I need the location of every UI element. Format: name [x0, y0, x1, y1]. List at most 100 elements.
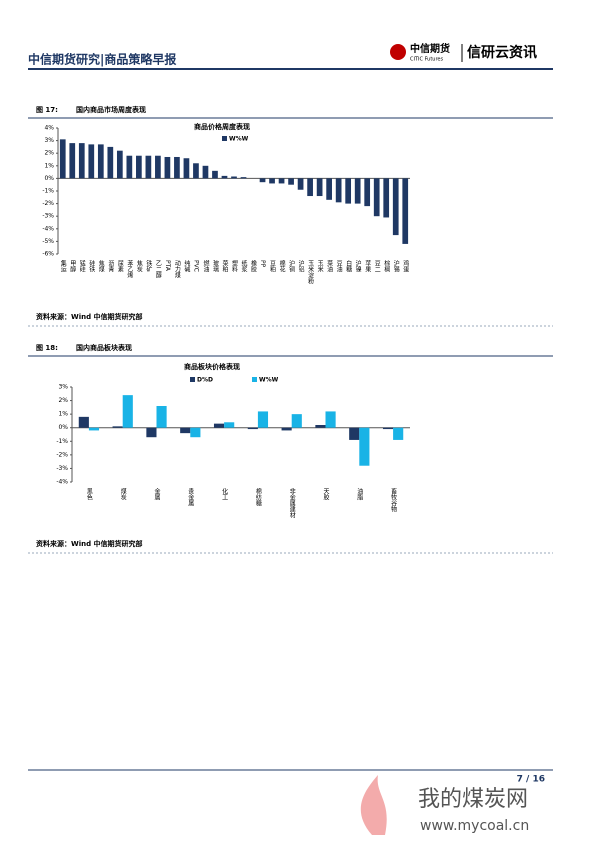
- x-tick-label: 白糖: [345, 259, 352, 273]
- y-tick-label: -4%: [42, 225, 54, 232]
- x-tick-label: 沪铜: [288, 259, 295, 273]
- bar: [354, 178, 361, 204]
- y-tick-label: -2%: [42, 200, 54, 207]
- bar: [373, 178, 380, 217]
- x-tick-label: 集运: [59, 259, 66, 273]
- bar: [202, 165, 209, 179]
- x-tick-label: 硅铁: [88, 259, 95, 273]
- bar: [213, 423, 225, 428]
- y-tick-label: -1%: [42, 188, 54, 195]
- y-tick-label: 2%: [58, 397, 68, 404]
- fig-caption: 国内商品市场周度表现: [76, 105, 146, 114]
- brand: 信研云资讯: [467, 44, 537, 61]
- x-tick-label: 菜油: [326, 259, 333, 273]
- x-tick-label: 玉米淀粉: [307, 260, 314, 285]
- bar: [231, 176, 237, 179]
- x-tick-label: 乙二醇: [154, 260, 161, 279]
- y-tick-label: -3%: [56, 465, 68, 472]
- x-tick-label: 煤炭: [119, 487, 126, 501]
- x-tick-label: 豆粕: [269, 260, 276, 273]
- x-tick-label: 塑料: [231, 259, 238, 273]
- bar: [288, 178, 294, 185]
- bar: [326, 178, 332, 200]
- fig-number: 图 17:: [36, 105, 58, 114]
- bar: [393, 427, 404, 440]
- x-tick-label: 非金属建材: [288, 487, 295, 518]
- y-tick-label: 2%: [44, 150, 54, 157]
- legend-swatch: [252, 377, 257, 382]
- x-tick-label: 黑色: [85, 488, 92, 500]
- x-tick-label: PVC: [192, 260, 199, 272]
- legend-label: W%W: [229, 136, 249, 143]
- x-tick-label: 焦煤: [97, 259, 104, 273]
- fig-source: 资料来源：Wind 中信期货研究部: [36, 539, 143, 548]
- legend-label: W%W: [259, 377, 279, 384]
- bar: [193, 163, 199, 179]
- x-tick-label: PTA: [164, 260, 171, 272]
- watermark-icon: [360, 775, 387, 835]
- bar: [78, 416, 89, 428]
- x-tick-label: 纸浆: [240, 259, 247, 272]
- x-tick-label: 鸡蛋: [402, 259, 409, 273]
- x-tick-label: 棉花: [278, 259, 285, 273]
- y-tick-label: 1%: [58, 411, 68, 418]
- x-tick-label: 豆二: [373, 260, 380, 272]
- bar: [240, 177, 247, 179]
- x-tick-label: 尿素: [116, 260, 123, 272]
- bar: [257, 411, 269, 428]
- x-tick-label: 金属: [153, 487, 160, 501]
- header-title: 中信期货研究|商品策略早报: [28, 52, 176, 67]
- x-tick-label: 畜牧谷物: [390, 487, 397, 513]
- x-tick-label: 豆油: [335, 260, 342, 273]
- x-tick-label: 橡胶: [250, 259, 257, 273]
- bar: [116, 150, 123, 179]
- bar: [59, 139, 66, 179]
- bar: [164, 156, 171, 179]
- x-tick-label: 动力煤: [173, 260, 180, 279]
- x-tick-label: 锰硅: [78, 259, 85, 272]
- bar: [107, 146, 114, 179]
- chart-title: 商品价格周度表现: [194, 122, 250, 131]
- x-tick-label: 苯乙烯: [126, 259, 133, 279]
- y-tick-label: 0%: [58, 424, 68, 431]
- fig-number: 图 18:: [36, 343, 58, 352]
- logo-en: CITIC Futures: [410, 57, 443, 63]
- x-tick-label: 玉米: [316, 260, 323, 273]
- fig-caption: 国内商品板块表现: [76, 343, 132, 352]
- bar: [315, 425, 326, 428]
- bar: [174, 156, 180, 179]
- y-tick-label: -4%: [56, 479, 68, 486]
- y-tick-label: 3%: [44, 137, 54, 144]
- x-tick-label: 苹果: [364, 259, 371, 273]
- x-tick-label: 沪镍: [354, 259, 361, 273]
- y-tick-label: 0%: [44, 175, 54, 182]
- bar: [221, 175, 228, 179]
- bar: [122, 395, 133, 428]
- x-tick-label: 贵金属: [187, 487, 194, 507]
- x-tick-label: 油脂: [356, 487, 363, 501]
- bar: [112, 426, 123, 428]
- x-tick-label: 棉纺糖: [254, 487, 261, 507]
- y-tick-label: -2%: [56, 451, 68, 458]
- x-tick-label: 燃油: [202, 259, 209, 273]
- bar: [145, 155, 152, 179]
- legend-swatch: [190, 377, 195, 382]
- bar: [224, 422, 235, 428]
- bar: [190, 427, 201, 438]
- bar: [392, 178, 399, 236]
- x-tick-label: 沥青: [107, 259, 114, 273]
- watermark-url: www.mycoal.cn: [420, 818, 529, 834]
- y-tick-label: 4%: [44, 125, 54, 132]
- watermark-name: 我的煤炭网: [418, 787, 528, 812]
- bar: [345, 178, 352, 204]
- y-tick-label: -1%: [56, 438, 68, 445]
- fig-source: 资料来源：Wind 中信期货研究部: [36, 312, 143, 321]
- bar: [136, 155, 142, 179]
- bar: [156, 406, 167, 428]
- y-tick-label: -5%: [42, 238, 54, 245]
- bar: [307, 178, 313, 197]
- y-tick-label: -6%: [42, 251, 54, 258]
- x-tick-label: 玻璃: [211, 259, 218, 273]
- charts: 商品价格周度表现 -6% -5% -4% -3% -2% -1% 0% 1% 2% 3% 4% W%W 集…: [42, 122, 410, 518]
